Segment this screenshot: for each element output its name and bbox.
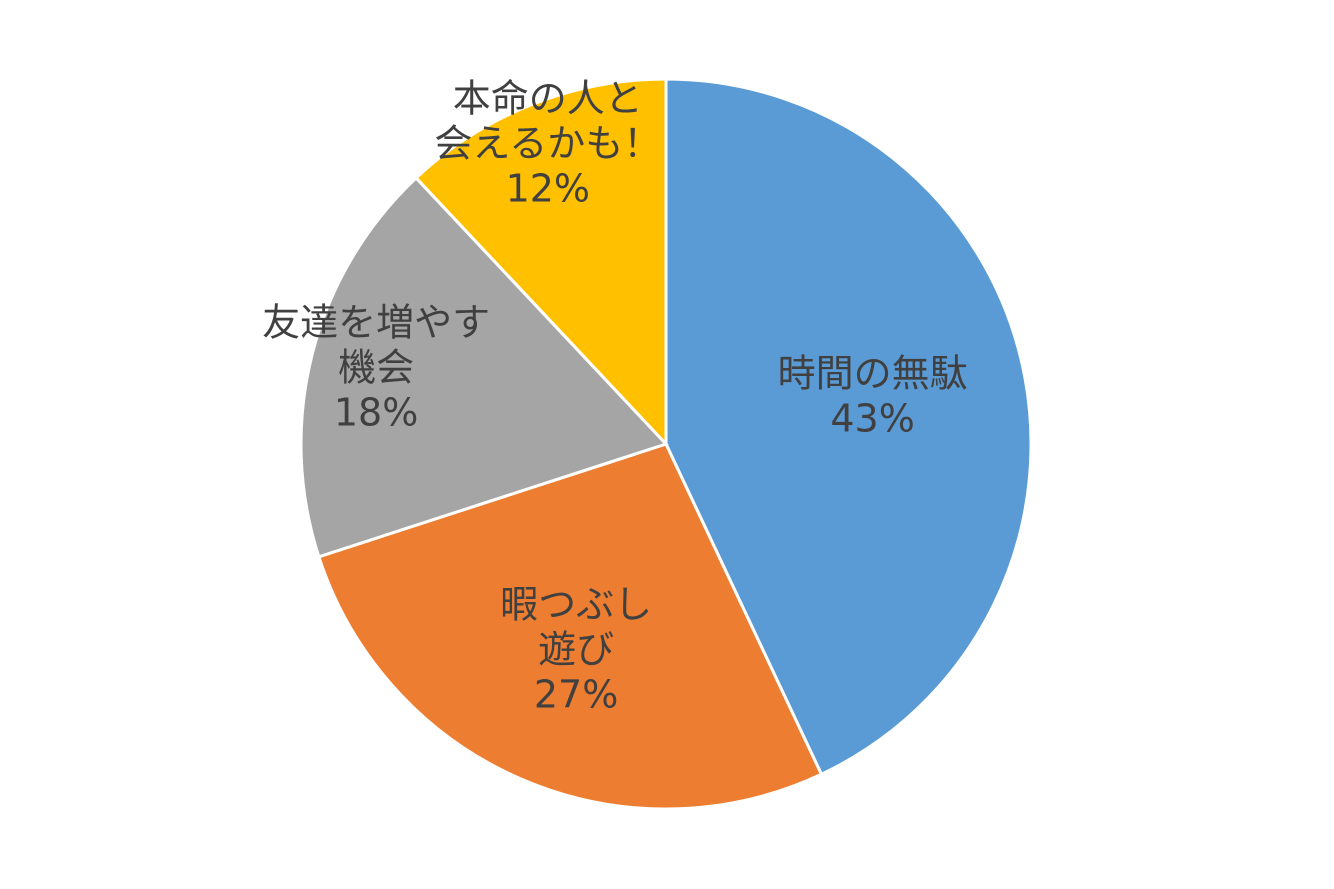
pie-slice-category-label: 遊び bbox=[538, 627, 614, 671]
pie-slice-0 bbox=[664, 77, 1033, 777]
pie-labels: 時間の無駄 43%暇つぶし遊び 27%友達を増やす機会 18%本命の人と会えるかも！ 1… bbox=[262, 76, 968, 716]
pie-slices bbox=[299, 77, 1033, 811]
pie-slice-category-label: 友達を増やす bbox=[262, 300, 490, 344]
pie-slice-category-label: 機会 bbox=[338, 345, 414, 389]
pie-slice-category-label: 時間の無駄 bbox=[778, 351, 968, 395]
pie-slice-label-1: 暇つぶし遊び 27% bbox=[500, 582, 652, 716]
pie-slice-value-label: 27% bbox=[534, 672, 618, 716]
pie-slice-value-label: 18% bbox=[334, 390, 418, 434]
pie-slice-value-label: 12% bbox=[506, 166, 590, 210]
pie-slice-2 bbox=[299, 175, 669, 559]
pie-slice-category-label: 暇つぶし bbox=[500, 582, 652, 626]
pie-slice-3 bbox=[414, 77, 668, 448]
pie-slice-category-label: 会えるかも！ bbox=[434, 121, 661, 165]
pie-slice-value-label: 43% bbox=[830, 396, 914, 440]
pie-slice-category-label: 本命の人と bbox=[453, 76, 643, 120]
pie-slice-label-0: 時間の無駄 43% bbox=[778, 351, 968, 440]
pie-slice-1 bbox=[316, 442, 824, 811]
pie-slice-label-2: 友達を増やす機会 18% bbox=[262, 300, 490, 434]
pie-slice-label-3: 本命の人と会えるかも！ 12% bbox=[434, 76, 661, 210]
